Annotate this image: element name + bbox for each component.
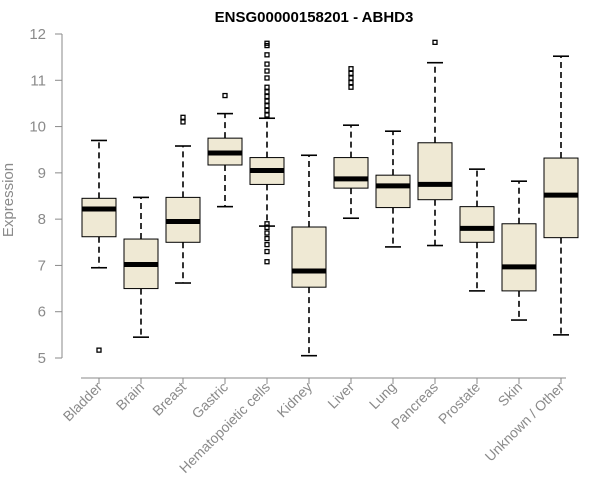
box-iqr — [417, 142, 453, 201]
chart-title: ENSG00000158201 - ABHD3 — [215, 9, 414, 26]
outlier-point — [180, 119, 186, 125]
box-group — [375, 130, 411, 248]
y-tick-label: 12 — [29, 26, 46, 43]
outlier-point — [264, 75, 270, 81]
y-ticks: 5 6 7 8 9 10 11 12 — [29, 26, 62, 367]
outlier-point — [264, 93, 270, 100]
x-tick-label: Pancreas — [388, 379, 441, 432]
box-group — [543, 55, 579, 336]
box-iqr — [459, 206, 495, 243]
x-tick-label: Liver — [324, 379, 357, 412]
outlier-point — [348, 75, 354, 81]
box-iqr — [291, 226, 327, 288]
outlier-point — [264, 52, 270, 58]
outlier-point — [264, 259, 270, 265]
outlier-point — [264, 103, 270, 109]
outlier-point — [264, 230, 270, 236]
box-group — [417, 39, 453, 247]
box-group — [459, 168, 495, 292]
outlier-point — [264, 61, 270, 67]
outlier-point — [264, 68, 270, 74]
y-tick-label: 11 — [30, 72, 46, 89]
x-tick-label: Breast — [149, 379, 189, 419]
box-iqr — [333, 157, 369, 189]
outlier-point — [348, 70, 354, 76]
outlier-point — [432, 39, 438, 45]
outlier-point — [348, 79, 354, 86]
x-tick-label: Lung — [366, 379, 399, 412]
box-iqr — [375, 174, 411, 209]
y-axis-label: Expression — [0, 163, 17, 237]
outlier-point — [264, 40, 270, 46]
x-tick-label: Bladder — [60, 379, 106, 425]
x-tick-label: Prostate — [435, 379, 483, 427]
axes — [61, 34, 566, 379]
y-tick-label: 10 — [29, 119, 46, 136]
outlier-point — [264, 84, 270, 90]
outlier-point — [264, 98, 270, 104]
boxes — [81, 39, 579, 357]
y-tick-label: 7 — [38, 257, 46, 274]
y-tick-label: 5 — [38, 350, 46, 367]
outlier-point — [264, 112, 270, 118]
outlier-point — [222, 92, 228, 99]
box-iqr — [543, 157, 579, 239]
outlier-point — [264, 221, 270, 227]
box-group — [123, 196, 159, 338]
outlier-point — [264, 107, 270, 114]
box-group — [333, 66, 369, 220]
outlier-point — [264, 241, 270, 248]
outlier-point — [180, 114, 186, 120]
y-tick-label: 8 — [38, 211, 46, 228]
box-iqr — [81, 197, 117, 238]
y-tick-label: 9 — [38, 165, 46, 182]
outlier-point — [264, 89, 270, 95]
outlier-point — [348, 66, 354, 72]
outlier-point — [348, 84, 354, 90]
box-group — [249, 40, 285, 265]
x-tick-label: Skin — [495, 379, 526, 410]
x-tick-label: Kidney — [274, 379, 316, 421]
y-tick-label: 6 — [38, 304, 46, 321]
outlier-point — [264, 235, 270, 242]
outlier-point — [96, 347, 102, 353]
box-group — [165, 114, 201, 284]
box-iqr — [501, 223, 537, 292]
outlier-point — [264, 248, 270, 255]
box-group — [501, 180, 537, 321]
box-group — [81, 139, 117, 353]
box-group — [291, 154, 327, 357]
box-group — [207, 92, 243, 208]
x-tick-label: Brain — [113, 379, 147, 413]
x-tick-label: Unknown / Other — [482, 379, 568, 465]
